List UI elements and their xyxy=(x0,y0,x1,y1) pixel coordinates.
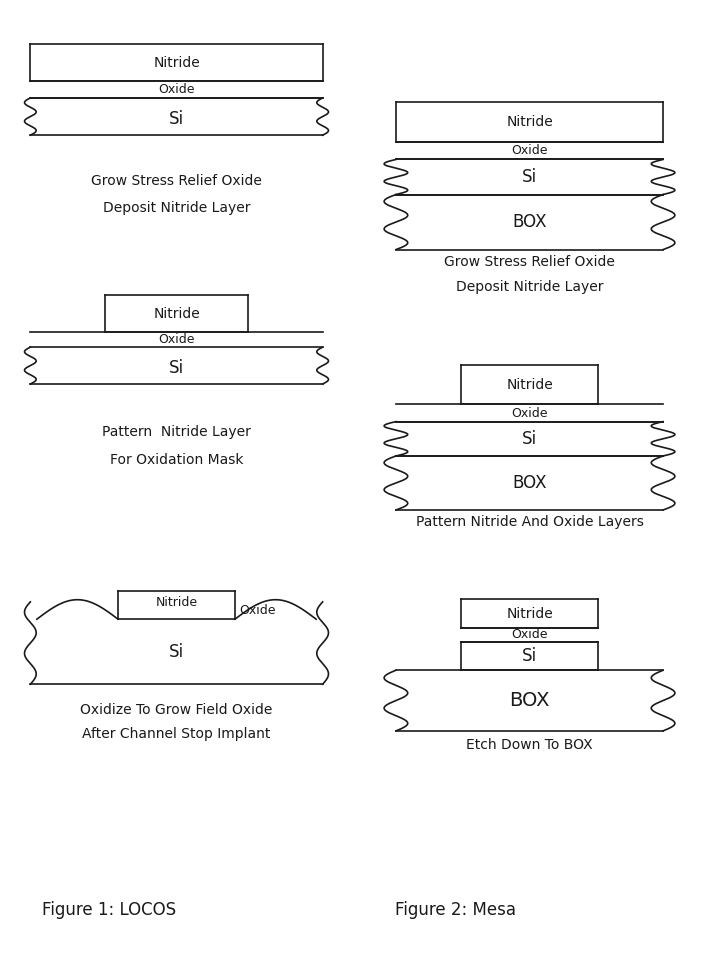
Text: Si: Si xyxy=(522,647,537,665)
Text: Nitride: Nitride xyxy=(153,306,200,321)
Text: Oxide: Oxide xyxy=(158,83,195,96)
Text: Si: Si xyxy=(522,429,537,448)
Text: Grow Stress Relief Oxide: Grow Stress Relief Oxide xyxy=(444,255,615,269)
Text: Oxide: Oxide xyxy=(511,144,548,157)
Text: Si: Si xyxy=(169,110,184,128)
Text: Si: Si xyxy=(169,359,184,377)
Text: Figure 2: Mesa: Figure 2: Mesa xyxy=(395,901,516,919)
Text: Nitride: Nitride xyxy=(506,115,553,129)
Text: Pattern  Nitride Layer: Pattern Nitride Layer xyxy=(102,425,251,439)
Text: Oxide: Oxide xyxy=(511,406,548,420)
Text: For Oxidation Mask: For Oxidation Mask xyxy=(109,453,244,467)
Text: BOX: BOX xyxy=(513,474,546,492)
Text: Si: Si xyxy=(169,642,184,661)
Text: Etch Down To BOX: Etch Down To BOX xyxy=(466,738,593,752)
Text: BOX: BOX xyxy=(509,691,550,710)
Text: BOX: BOX xyxy=(513,213,546,231)
Text: Oxidize To Grow Field Oxide: Oxidize To Grow Field Oxide xyxy=(80,703,273,717)
Text: Pattern Nitride And Oxide Layers: Pattern Nitride And Oxide Layers xyxy=(416,515,643,530)
Text: Figure 1: LOCOS: Figure 1: LOCOS xyxy=(42,901,176,919)
Text: Nitride: Nitride xyxy=(155,596,198,610)
Text: Deposit Nitride Layer: Deposit Nitride Layer xyxy=(456,280,603,294)
Text: Oxide: Oxide xyxy=(511,629,548,641)
Text: Oxide: Oxide xyxy=(158,333,195,346)
Text: Grow Stress Relief Oxide: Grow Stress Relief Oxide xyxy=(91,173,262,188)
Text: Oxide: Oxide xyxy=(239,604,276,617)
Text: Nitride: Nitride xyxy=(506,607,553,620)
Text: After Channel Stop Implant: After Channel Stop Implant xyxy=(83,727,270,742)
Text: Nitride: Nitride xyxy=(153,56,200,69)
Text: Nitride: Nitride xyxy=(506,377,553,392)
Text: Si: Si xyxy=(522,168,537,186)
Text: Deposit Nitride Layer: Deposit Nitride Layer xyxy=(103,200,250,215)
